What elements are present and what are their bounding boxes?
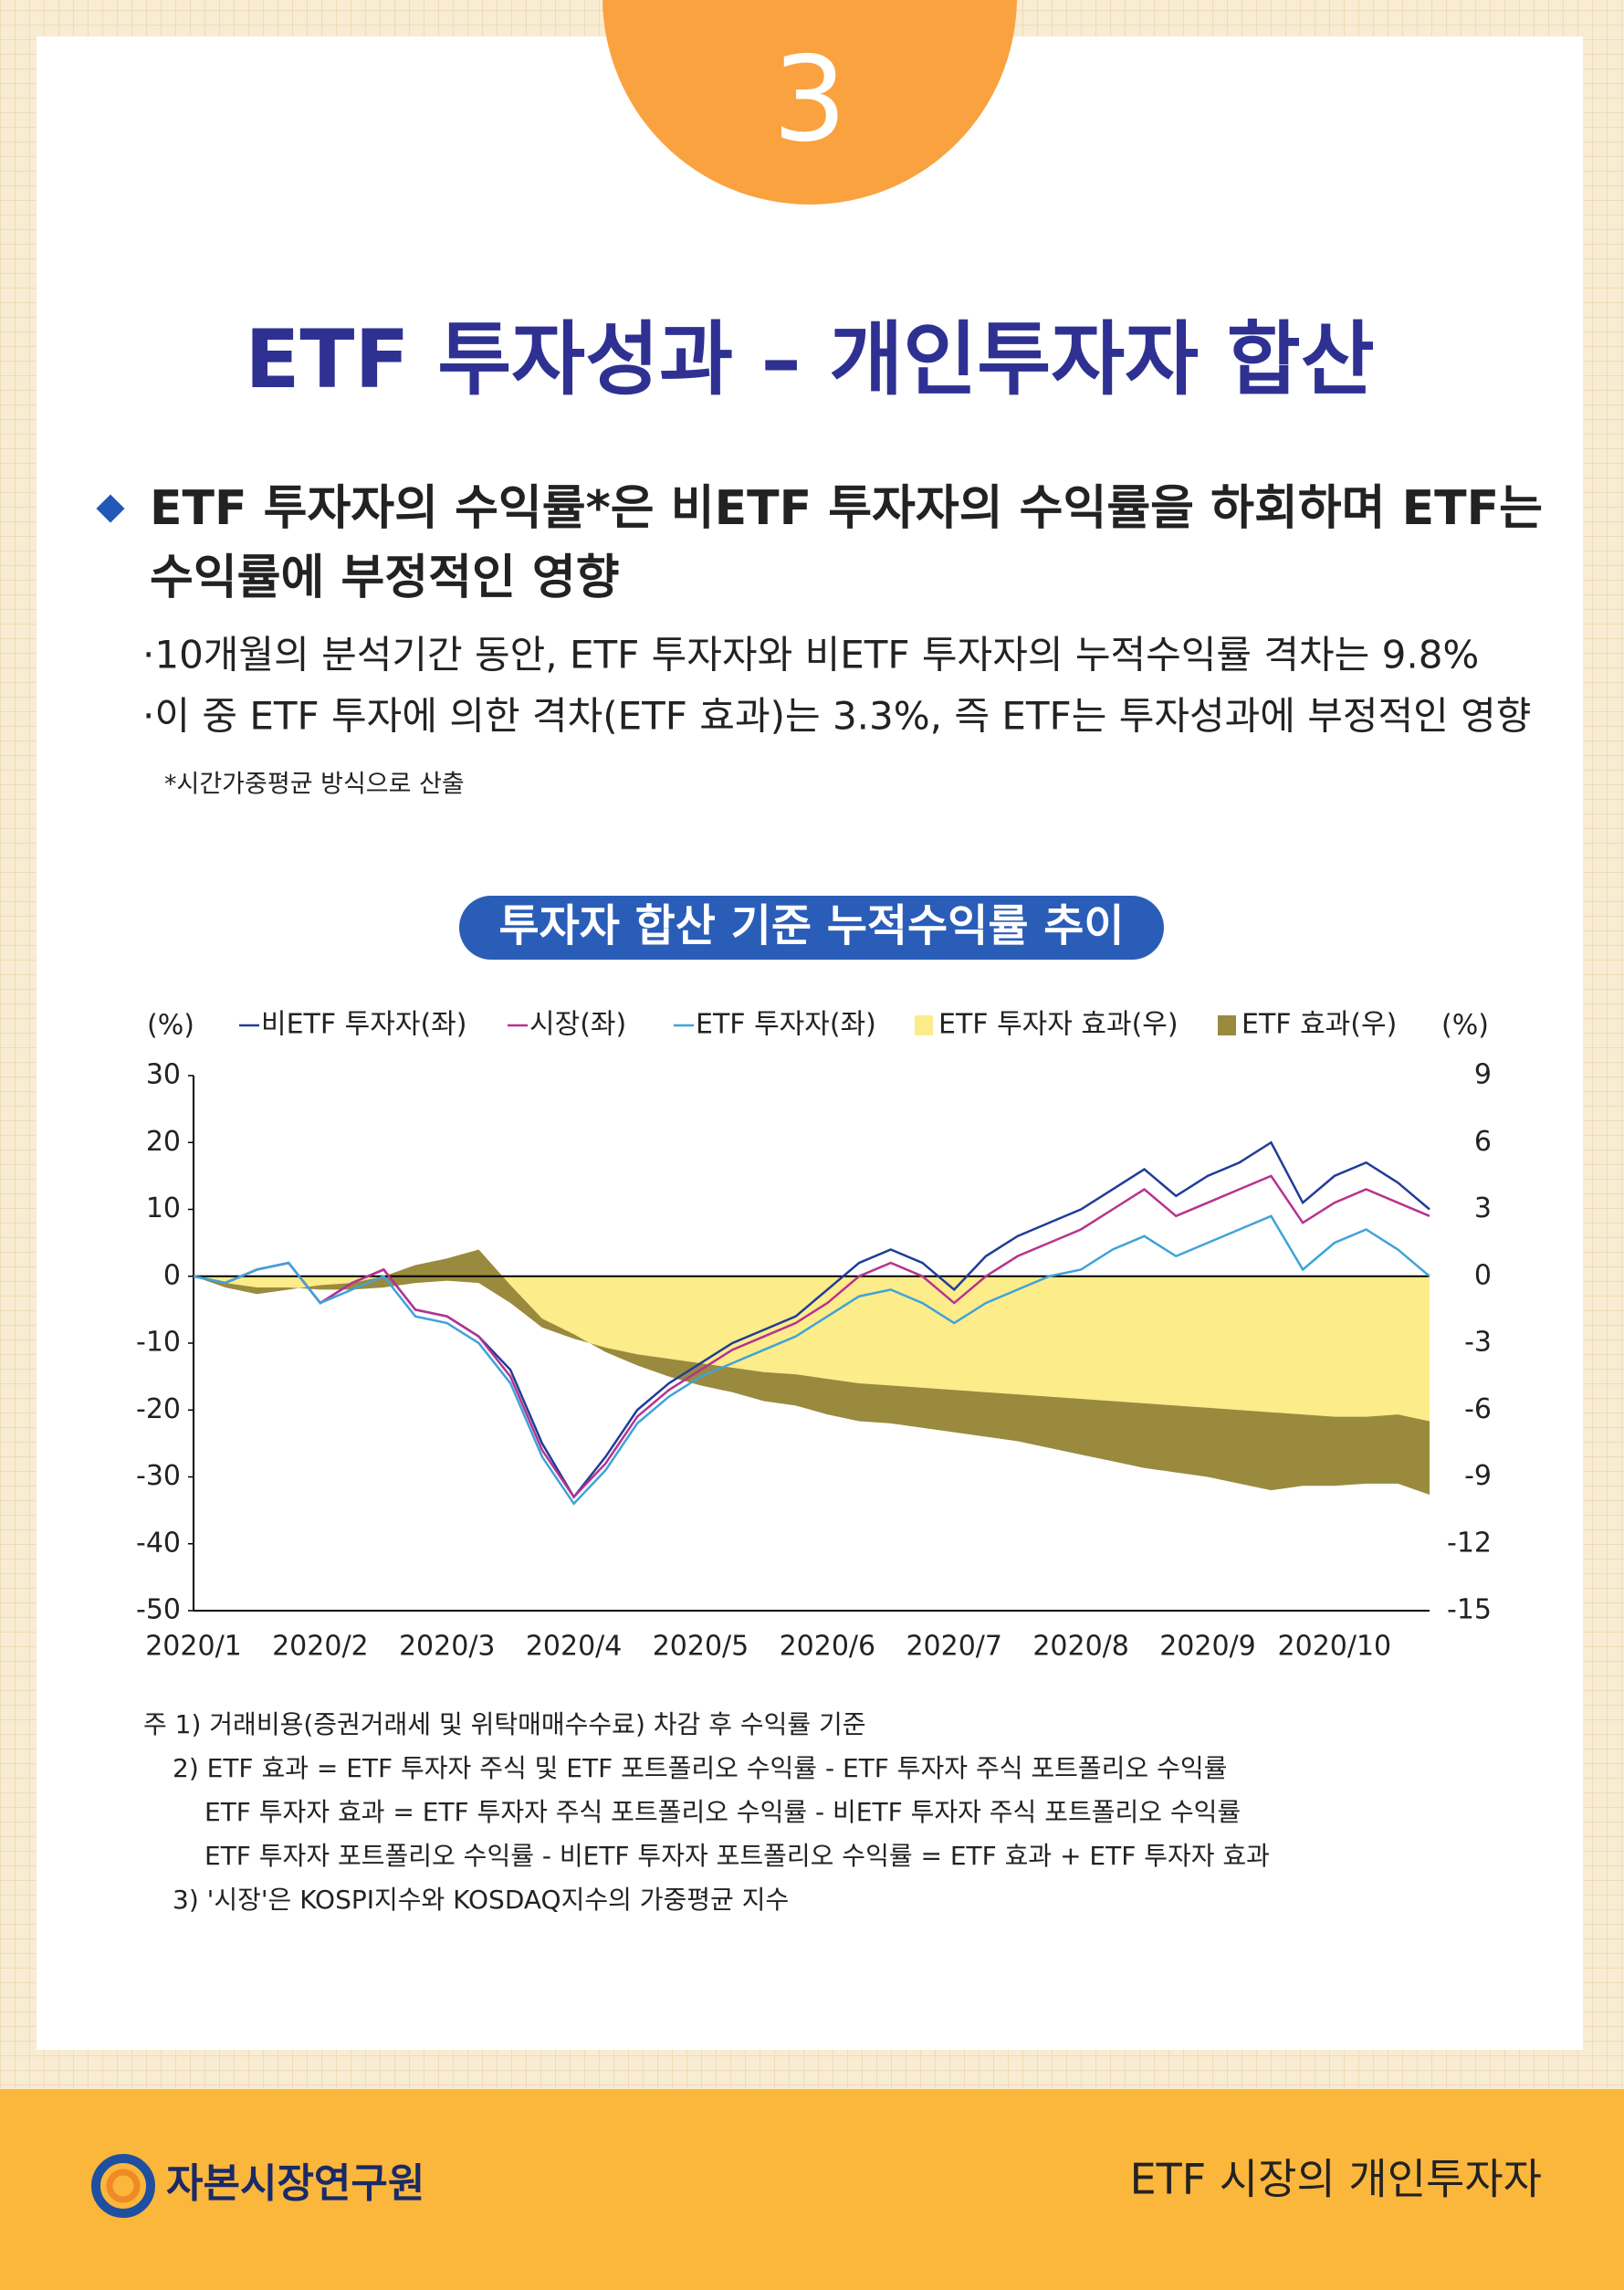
y-tick-label: -10 xyxy=(136,1327,181,1359)
y2-tick-label: 6 xyxy=(1474,1126,1492,1158)
card xyxy=(37,37,1583,2050)
y-tick-label: 10 xyxy=(146,1192,181,1224)
y2-tick-label: -15 xyxy=(1447,1594,1492,1626)
x-tick-label: 2020/9 xyxy=(1159,1631,1256,1663)
x-tick-label: 2020/7 xyxy=(906,1631,1002,1663)
y2-tick-label: -9 xyxy=(1464,1460,1492,1492)
y2-axis-label: (%) xyxy=(1441,1010,1489,1042)
x-tick-label: 2020/2 xyxy=(272,1631,369,1663)
footer-series: ETF 시장의 개인투자자 xyxy=(1130,2155,1542,2204)
summary-point: ·이 중 ETF 투자에 의한 격차(ETF 효과)는 3.3%, 즉 ETF는… xyxy=(142,694,1531,739)
legend-swatch xyxy=(915,1015,933,1035)
y-tick-label: -50 xyxy=(136,1594,181,1626)
y2-tick-label: 3 xyxy=(1474,1192,1492,1224)
footnote: 주 1) 거래비용(증권거래세 및 위탁매매수수료) 차감 후 수익률 기준 xyxy=(143,1709,866,1739)
y-tick-label: 30 xyxy=(146,1059,181,1091)
chart-title-pill xyxy=(459,896,1164,960)
y2-tick-label: -6 xyxy=(1464,1393,1492,1425)
x-tick-label: 2020/8 xyxy=(1032,1631,1129,1663)
x-tick-label: 2020/1 xyxy=(145,1631,242,1663)
chart: -50-40-30-20-100102030-15-12-9-6-3036920… xyxy=(136,1009,1492,1663)
x-tick-label: 2020/4 xyxy=(526,1631,623,1663)
y-tick-label: -20 xyxy=(136,1393,181,1425)
y-axis-label: (%) xyxy=(147,1010,194,1042)
area xyxy=(194,1249,1430,1496)
page-title: ETF 투자성과 – 개인투자자 합산 xyxy=(245,312,1374,406)
legend-label: ETF 투자자(좌) xyxy=(696,1009,876,1041)
legend-swatch xyxy=(1218,1015,1236,1035)
footnote: ETF 투자자 효과 = ETF 투자자 주식 포트폴리오 수익률 - 비ETF… xyxy=(204,1797,1241,1827)
footnote: 3) '시장'은 KOSPI지수와 KOSDAQ지수의 가중평균 지수 xyxy=(173,1885,789,1915)
summary-heading: 수익률에 부정적인 영향 xyxy=(150,551,620,605)
y2-tick-label: -12 xyxy=(1447,1527,1492,1559)
y2-tick-label: 0 xyxy=(1474,1259,1492,1291)
number-badge xyxy=(602,0,1017,205)
y-tick-label: 0 xyxy=(163,1259,181,1291)
page-number: 3 xyxy=(772,32,846,168)
footnote: ETF 투자자 포트폴리오 수익률 - 비ETF 투자자 포트폴리오 수익률 =… xyxy=(204,1841,1270,1871)
logo xyxy=(91,2154,155,2218)
y2-tick-label: 9 xyxy=(1474,1059,1492,1091)
legend-label: 시장(좌) xyxy=(529,1009,626,1041)
legend-label: 비ETF 투자자(좌) xyxy=(261,1009,466,1041)
x-tick-label: 2020/5 xyxy=(653,1631,749,1663)
summary-note: *시간가중평균 방식으로 산출 xyxy=(164,771,465,799)
footer-bar xyxy=(0,2089,1624,2290)
line xyxy=(193,1174,1430,1499)
y2-tick-label: -3 xyxy=(1464,1327,1492,1359)
legend-label: ETF 투자자 효과(우) xyxy=(938,1009,1179,1041)
legend-label: ETF 효과(우) xyxy=(1242,1009,1397,1041)
area xyxy=(194,1276,1430,1422)
x-tick-label: 2020/10 xyxy=(1278,1631,1392,1663)
summary-point: ·10개월의 분석기간 동안, ETF 투자자와 비ETF 투자자의 누적수익률… xyxy=(142,633,1479,678)
y-tick-label: -40 xyxy=(136,1527,181,1559)
y-tick-label: 20 xyxy=(146,1126,181,1158)
summary-heading: ETF 투자자의 수익률*은 비ETF 투자자의 수익률을 하회하며 ETF는 xyxy=(150,481,1543,536)
y-tick-label: -30 xyxy=(136,1460,181,1492)
footer-org: 자본시장연구원 xyxy=(166,2160,424,2207)
x-tick-label: 2020/3 xyxy=(399,1631,496,1663)
x-tick-label: 2020/6 xyxy=(780,1631,876,1663)
footnote: 2) ETF 효과 = ETF 투자자 주식 및 ETF 포트폴리오 수익률 -… xyxy=(173,1753,1227,1783)
line xyxy=(193,1214,1430,1506)
chart-title: 투자자 합산 기준 누적수익률 추이 xyxy=(498,900,1124,951)
